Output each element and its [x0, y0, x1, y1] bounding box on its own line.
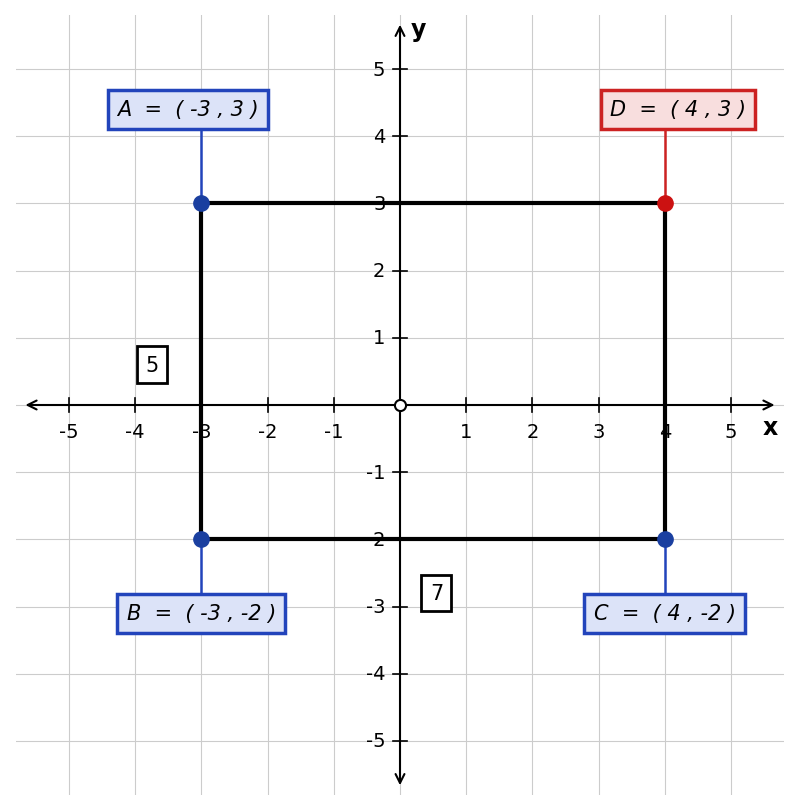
Text: -3: -3 [366, 598, 386, 616]
Text: 2: 2 [373, 262, 386, 281]
Text: B  =  ( -3 , -2 ): B = ( -3 , -2 ) [126, 603, 276, 624]
Text: A  =  ( -3 , 3 ): A = ( -3 , 3 ) [118, 101, 259, 120]
Text: -5: -5 [59, 423, 78, 441]
Text: -1: -1 [324, 423, 343, 441]
Text: x: x [763, 415, 778, 439]
Text: 1: 1 [373, 329, 386, 348]
Text: 5: 5 [373, 61, 386, 79]
Text: 7: 7 [430, 583, 443, 603]
Text: 5: 5 [145, 355, 158, 375]
Text: y: y [411, 18, 426, 41]
Text: 2: 2 [526, 423, 538, 441]
Text: -4: -4 [366, 664, 386, 684]
Text: -5: -5 [366, 732, 386, 750]
Text: 1: 1 [460, 423, 472, 441]
Text: -1: -1 [366, 463, 386, 482]
Text: 3: 3 [593, 423, 605, 441]
Text: -3: -3 [192, 423, 211, 441]
Text: -4: -4 [126, 423, 145, 441]
Text: 3: 3 [373, 195, 386, 213]
Text: -2: -2 [258, 423, 278, 441]
Text: C  =  ( 4 , -2 ): C = ( 4 , -2 ) [594, 603, 736, 624]
Text: -2: -2 [366, 530, 386, 549]
Text: 5: 5 [725, 423, 738, 441]
Text: D  =  ( 4 , 3 ): D = ( 4 , 3 ) [610, 101, 746, 120]
Text: 4: 4 [658, 423, 671, 441]
Text: 4: 4 [373, 127, 386, 147]
